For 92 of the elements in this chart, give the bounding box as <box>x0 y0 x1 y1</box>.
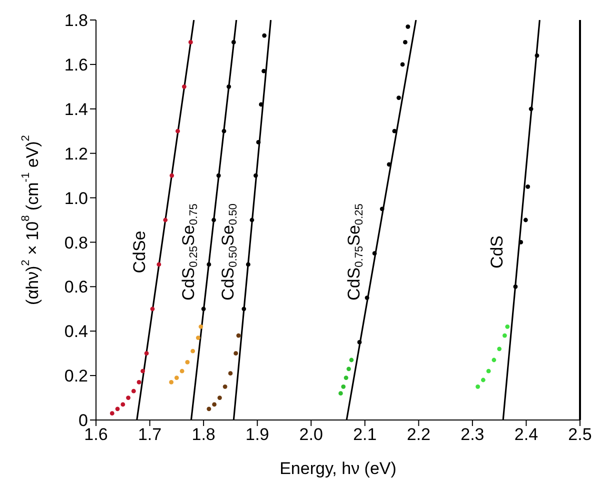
point <box>406 24 410 29</box>
y-tick-label: 1.4 <box>64 100 88 119</box>
point <box>206 406 212 412</box>
point <box>400 62 405 67</box>
x-tick-label: 2.4 <box>514 425 538 444</box>
point <box>392 128 397 134</box>
point <box>344 376 348 380</box>
point <box>486 368 491 374</box>
point <box>236 333 241 338</box>
x-tick-label: 1.7 <box>138 425 162 444</box>
point <box>120 402 126 407</box>
point <box>170 173 174 178</box>
point <box>136 380 142 384</box>
point <box>169 380 174 384</box>
point <box>372 251 377 256</box>
x-tick-label: 1.8 <box>192 425 216 444</box>
point <box>492 358 496 362</box>
point <box>226 84 232 89</box>
y-tick-label: 1.8 <box>64 11 88 30</box>
text: CdS <box>486 235 506 269</box>
point <box>140 368 145 374</box>
x-tick-label: 1.6 <box>84 425 108 444</box>
point <box>396 96 401 100</box>
point <box>497 346 502 352</box>
point <box>144 351 149 356</box>
point <box>250 218 254 222</box>
point <box>201 306 206 312</box>
y-tick-label: 1.2 <box>64 144 88 164</box>
x-tick-label: 2.2 <box>406 425 430 444</box>
point <box>357 340 362 344</box>
point <box>403 40 408 44</box>
y-tick-label: 0.6 <box>64 278 88 297</box>
x-tick-label: 2.5 <box>568 425 592 444</box>
point <box>262 33 267 38</box>
point <box>126 396 130 400</box>
point <box>346 366 351 372</box>
point <box>176 128 180 134</box>
point <box>150 306 155 312</box>
point <box>180 368 184 374</box>
point <box>528 106 534 112</box>
point <box>188 40 193 44</box>
point <box>228 371 233 376</box>
point <box>476 384 480 389</box>
point <box>115 406 120 412</box>
point <box>206 262 212 267</box>
point <box>198 324 204 329</box>
y-tick-label: 1.6 <box>64 55 88 74</box>
point <box>523 218 528 222</box>
point <box>534 53 540 58</box>
point <box>254 173 258 178</box>
text: CdSe <box>129 230 148 274</box>
point <box>502 333 507 338</box>
x-tick-label: 2.1 <box>353 425 377 444</box>
x-tick-label: 2.0 <box>299 425 323 444</box>
point <box>182 84 186 89</box>
x-tick-label: 1.9 <box>246 425 270 444</box>
point <box>338 391 343 396</box>
point <box>513 284 518 289</box>
point <box>505 324 510 329</box>
y-tick-label: 0.2 <box>64 366 88 386</box>
point <box>518 240 524 244</box>
point <box>190 348 195 354</box>
point <box>481 378 486 382</box>
point <box>256 140 261 144</box>
point <box>262 68 266 74</box>
point <box>341 384 346 389</box>
point <box>246 262 250 267</box>
point <box>380 206 384 212</box>
point <box>222 384 228 389</box>
point <box>217 396 222 400</box>
point <box>185 360 190 364</box>
point <box>364 296 370 300</box>
y-tick-label: 0.8 <box>64 233 88 252</box>
point <box>174 376 179 380</box>
x-tick-label: 2.3 <box>460 425 484 444</box>
point <box>349 358 354 362</box>
y-tick-label: 1.0 <box>64 188 88 208</box>
point <box>163 218 168 222</box>
point <box>526 184 530 189</box>
x-axis-title: Energy, hν (eV) <box>280 458 396 478</box>
point <box>212 218 216 222</box>
point <box>231 40 236 44</box>
point <box>156 262 162 267</box>
point <box>242 306 246 312</box>
point <box>196 336 200 340</box>
point <box>212 402 217 407</box>
point <box>222 128 226 134</box>
y-tick-label: 0.4 <box>64 322 88 342</box>
point <box>216 173 221 178</box>
point <box>234 351 238 356</box>
point <box>131 388 136 394</box>
point <box>110 411 114 416</box>
